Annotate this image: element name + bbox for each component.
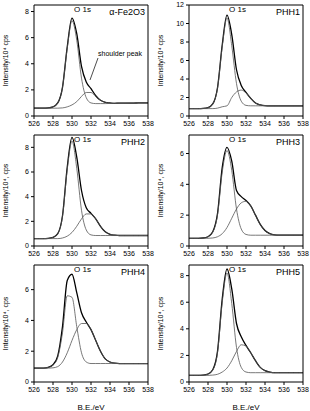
svg-text:536: 536	[278, 120, 290, 127]
svg-text:2: 2	[25, 348, 29, 355]
svg-text:6: 6	[25, 286, 29, 293]
svg-text:0: 0	[180, 242, 184, 249]
svg-text:4: 4	[25, 193, 29, 200]
svg-text:536: 536	[123, 120, 135, 127]
svg-text:532: 532	[85, 120, 97, 127]
svg-text:534: 534	[259, 120, 271, 127]
svg-text:528: 528	[202, 120, 214, 127]
svg-text:532: 532	[240, 386, 252, 393]
svg-text:0: 0	[25, 378, 29, 385]
svg-text:534: 534	[259, 386, 271, 393]
html-text:PHH2: PHH2	[121, 137, 145, 147]
svg-text:2: 2	[25, 86, 29, 93]
svg-text:6: 6	[180, 150, 184, 157]
svg-text:530: 530	[66, 120, 78, 127]
html-text:O 1s: O 1s	[229, 5, 246, 14]
svg-text:532: 532	[85, 386, 97, 393]
svg-text:8: 8	[25, 144, 29, 151]
svg-text:534: 534	[104, 386, 116, 393]
html-text:O 1s: O 1s	[74, 135, 91, 144]
svg-text:Intensity/10⁴, cps: Intensity/10⁴, cps	[157, 296, 165, 350]
svg-text:6: 6	[25, 168, 29, 175]
svg-text:8: 8	[180, 272, 184, 279]
svg-text:4: 4	[180, 181, 184, 188]
svg-text:6: 6	[25, 34, 29, 41]
svg-text:526: 526	[28, 250, 40, 257]
svg-text:530: 530	[66, 386, 78, 393]
svg-text:532: 532	[240, 250, 252, 257]
html-text:PHH5: PHH5	[276, 267, 300, 277]
svg-text:0: 0	[180, 378, 184, 385]
svg-text:2: 2	[180, 212, 184, 219]
svg-text:Intensity/10⁴, cps: Intensity/10⁴, cps	[157, 163, 165, 217]
html-text:PHH4: PHH4	[121, 267, 145, 277]
svg-text:526: 526	[183, 386, 195, 393]
svg-text:4: 4	[180, 75, 184, 82]
svg-text:534: 534	[104, 120, 116, 127]
svg-text:530: 530	[221, 250, 233, 257]
svg-text:0: 0	[25, 112, 29, 119]
svg-text:2: 2	[180, 352, 184, 359]
svg-text:538: 538	[142, 250, 154, 257]
svg-text:538: 538	[142, 120, 154, 127]
svg-text:528: 528	[202, 250, 214, 257]
svg-text:526: 526	[28, 386, 40, 393]
svg-text:538: 538	[297, 120, 302, 127]
svg-text:532: 532	[85, 250, 97, 257]
svg-text:2: 2	[180, 94, 184, 101]
svg-text:0: 0	[25, 242, 29, 249]
html-text:PHH1: PHH1	[276, 7, 300, 17]
svg-text:536: 536	[123, 386, 135, 393]
html-text:O 1s: O 1s	[229, 135, 246, 144]
svg-text:528: 528	[47, 250, 59, 257]
svg-text:4: 4	[25, 60, 29, 67]
svg-text:526: 526	[183, 250, 195, 257]
svg-text:530: 530	[221, 120, 233, 127]
html-text:shoulder peak: shoulder peak	[98, 50, 142, 57]
html-text:O 1s: O 1s	[74, 265, 91, 274]
html-text:O 1s: O 1s	[229, 265, 246, 274]
svg-text:528: 528	[47, 386, 59, 393]
svg-text:526: 526	[183, 120, 195, 127]
svg-text:10: 10	[176, 20, 184, 27]
svg-text:Intensity/10⁴ cps: Intensity/10⁴ cps	[8, 34, 10, 86]
svg-text:532: 532	[240, 120, 252, 127]
svg-text:528: 528	[47, 120, 59, 127]
svg-text:538: 538	[297, 250, 302, 257]
svg-text:B.E./eV: B.E./eV	[77, 403, 105, 410]
svg-text:536: 536	[123, 250, 135, 257]
svg-text:0: 0	[180, 112, 184, 119]
svg-text:528: 528	[202, 386, 214, 393]
svg-text:4: 4	[180, 325, 184, 332]
svg-text:Intensity/10⁴, cps: Intensity/10⁴, cps	[8, 163, 10, 217]
svg-text:8: 8	[25, 8, 29, 15]
svg-text:6: 6	[180, 299, 184, 306]
svg-text:6: 6	[180, 57, 184, 64]
html-text:α-Fe2O3: α-Fe2O3	[109, 7, 145, 17]
svg-text:530: 530	[221, 386, 233, 393]
svg-text:536: 536	[278, 250, 290, 257]
svg-text:2: 2	[25, 218, 29, 225]
svg-text:538: 538	[297, 386, 302, 393]
html-text:PHH3: PHH3	[276, 137, 300, 147]
svg-text:538: 538	[142, 386, 154, 393]
html-text:O 1s: O 1s	[74, 5, 91, 14]
svg-text:12: 12	[176, 1, 184, 8]
svg-text:530: 530	[66, 250, 78, 257]
svg-text:4: 4	[25, 317, 29, 324]
svg-text:B.E./eV: B.E./eV	[232, 403, 260, 410]
svg-text:8: 8	[180, 38, 184, 45]
svg-text:536: 536	[278, 386, 290, 393]
svg-text:534: 534	[104, 250, 116, 257]
svg-text:Intensity/10⁴, cps: Intensity/10⁴, cps	[8, 296, 10, 350]
svg-text:Intensity/10⁴ cps: Intensity/10⁴ cps	[157, 34, 165, 86]
svg-text:534: 534	[259, 250, 271, 257]
svg-text:526: 526	[28, 120, 40, 127]
